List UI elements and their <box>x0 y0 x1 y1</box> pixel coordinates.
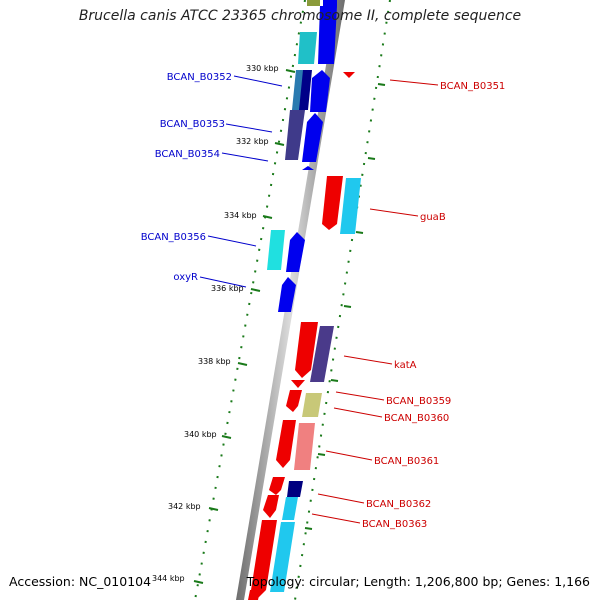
gene-label-oxyr: oxyR <box>173 272 198 283</box>
gene-block-oxyr <box>278 277 296 312</box>
tick-labels: 330 kbp 332 kbp 334 kbp 336 kbp 338 kbp … <box>152 64 279 583</box>
gene-block-small-arrow <box>302 166 314 170</box>
gene-block-bottom-red <box>251 520 277 598</box>
tick-label: 344 kbp <box>152 574 185 583</box>
gene-block-b0356a <box>267 230 285 270</box>
left-leaders <box>199 75 283 288</box>
gene-block-kata-red <box>295 322 318 378</box>
gene-block-b0351 <box>343 72 355 78</box>
gene-block-bottom-red2 <box>248 590 260 600</box>
gene-label-bcan-b0354: BCAN_B0354 <box>155 149 220 160</box>
tick-group <box>193 69 296 584</box>
tick-label: 340 kbp <box>184 430 217 439</box>
forward-genes <box>267 70 330 312</box>
outer-track-right <box>294 0 391 600</box>
track-dashes <box>304 83 386 530</box>
gene-block-b0363-red <box>263 495 279 518</box>
map-title: Brucella canis ATCC 23365 chromosome II,… <box>78 8 522 24</box>
reverse-genes <box>248 72 361 600</box>
gene-label-bcan-b0361: BCAN_B0361 <box>374 456 439 467</box>
gene-label-bcan-b0360: BCAN_B0360 <box>384 413 449 424</box>
gene-block-b0359b <box>286 390 302 412</box>
gene-block-b0361-pink <box>294 423 315 470</box>
gene-block-b0361-red <box>276 420 296 468</box>
gene-block-guab-red <box>322 176 343 230</box>
gene-label-bcan-b0352: BCAN_B0352 <box>167 72 232 83</box>
right-leaders <box>311 79 439 524</box>
gene-block-kata-purple <box>310 326 334 382</box>
tick-label: 330 kbp <box>246 64 279 73</box>
gene-block-bottom-cyan <box>270 522 295 592</box>
gene-block-b0360 <box>302 393 322 417</box>
gene-label-bcan-b0359: BCAN_B0359 <box>386 396 451 407</box>
gene-block-guab-cyan <box>340 178 361 234</box>
tick-label: 336 kbp <box>211 284 244 293</box>
gene-label-bcan-b0363: BCAN_B0363 <box>362 519 427 530</box>
gene-block-b0352c <box>310 70 330 112</box>
tick-label: 338 kbp <box>198 357 231 366</box>
gene-label-bcan-b0356: BCAN_B0356 <box>141 232 206 243</box>
gene-label-guab: guaB <box>420 212 446 223</box>
tick-label: 342 kbp <box>168 502 201 511</box>
gene-block-b0362-red <box>269 477 285 495</box>
gene-label-bcan-b0353: BCAN_B0353 <box>160 119 225 130</box>
accession-text: Accession: NC_010104 <box>9 574 152 589</box>
tick-label: 334 kbp <box>224 211 257 220</box>
gene-labels-left: BCAN_B0352 BCAN_B0353 BCAN_B0354 BCAN_B0… <box>141 72 232 283</box>
gene-label-kata: katA <box>394 360 417 371</box>
gene-block-b0353 <box>285 110 305 160</box>
gene-label-bcan-b0351: BCAN_B0351 <box>440 81 505 92</box>
gene-block-b0356b <box>286 232 305 272</box>
gene-label-bcan-b0362: BCAN_B0362 <box>366 499 431 510</box>
gene-block-b0359 <box>291 380 305 388</box>
summary-text: Topology: circular; Length: 1,206,800 bp… <box>246 574 590 589</box>
gene-block-b0362-navy <box>287 481 303 497</box>
gene-block-b0354 <box>302 113 323 162</box>
tick-label: 332 kbp <box>236 137 269 146</box>
gene-block-b0363-cyan <box>282 497 298 520</box>
gene-blocks-top <box>298 0 337 64</box>
gene-labels-right: BCAN_B0351 guaB katA BCAN_B0359 BCAN_B03… <box>362 81 505 530</box>
gene-block-b0352b <box>299 70 312 110</box>
